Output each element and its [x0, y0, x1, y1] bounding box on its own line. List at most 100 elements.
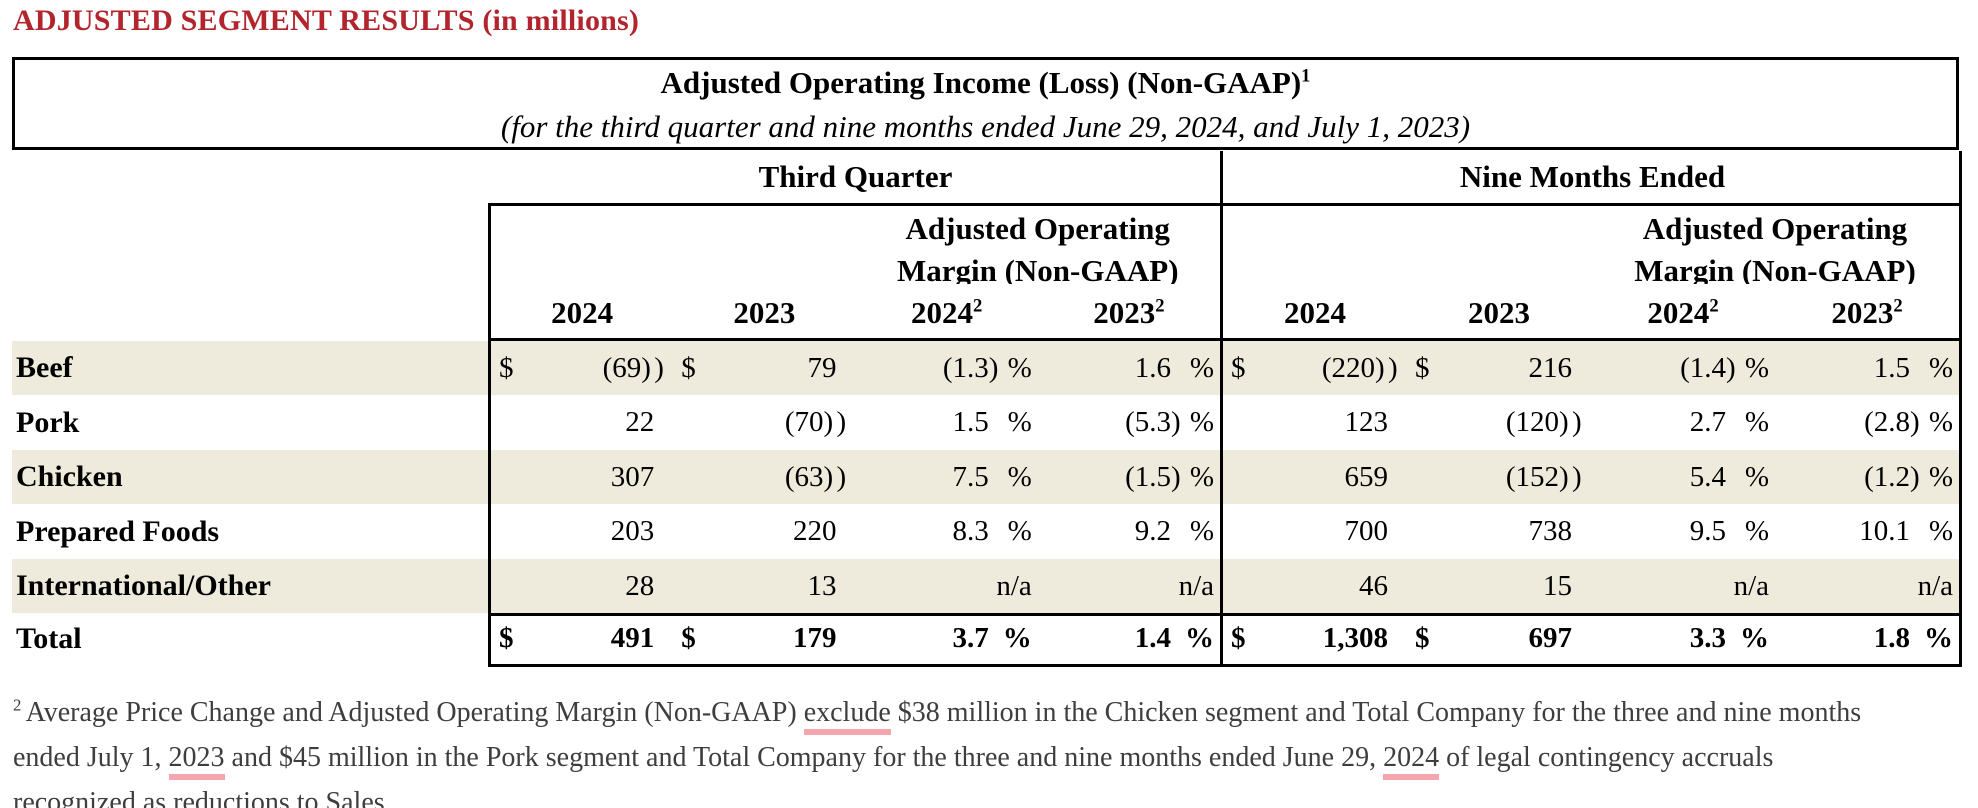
nine-months-cells: $ (220)) $216 (1.4)% 1.5% — [1223, 341, 1959, 395]
percent-sign: % — [1928, 460, 1953, 493]
margin-header-line1: Adjusted Operating — [905, 211, 1170, 246]
amount-value: 697 — [1528, 622, 1573, 654]
value-cell: 700 — [1223, 504, 1407, 559]
amount-value: (152 — [1505, 460, 1559, 493]
table-row: Prepared Foods 203 220 8.3% 9.2% 700 738 9.5% 10… — [12, 504, 1959, 559]
close-paren: ) — [1726, 351, 1736, 384]
value-cell: 1.6% — [1038, 341, 1220, 395]
currency-symbol: $ — [681, 351, 696, 384]
table-row: Chicken 307 (63)) 7.5% (1.5)% 659 (152)) 5.4% (1… — [12, 450, 1959, 504]
percent-sign: % — [1007, 460, 1032, 493]
percent-sign: % — [1007, 406, 1032, 438]
percent-sign: % — [1185, 622, 1214, 654]
subheader-third-quarter: Adjusted Operating Margin (Non-GAAP) 202… — [491, 206, 1220, 338]
year-footnote-marker: 2 — [972, 295, 983, 317]
amount-value: (2.8 — [1864, 406, 1910, 438]
percent-sign: % — [1002, 622, 1032, 654]
percent-sign: % — [1189, 406, 1214, 438]
year-column-header: 20232 — [1775, 292, 1959, 334]
subheader-divider-line — [1220, 206, 1223, 338]
amount-value: 1,308 — [1322, 622, 1388, 654]
third-quarter-cells: $ (69)) $79 (1.3)% 1.6% — [491, 341, 1220, 395]
value-cell: $491 — [491, 613, 673, 664]
amount-value: 3.3 — [1689, 622, 1726, 654]
year-footnote-marker: 2 — [1155, 295, 1165, 317]
footnote-text: recognized as reductions to Sales. — [13, 787, 392, 808]
close-paren: ) — [654, 351, 664, 384]
value-cell: n/a — [1038, 559, 1220, 613]
close-paren: ) — [1559, 460, 1569, 493]
year-column-header: 2023 — [1407, 292, 1591, 334]
value-cell: (5.3)% — [1038, 395, 1220, 450]
close-paren: ) — [1910, 460, 1920, 493]
amount-value: (1.5 — [1125, 460, 1171, 493]
amount-value: 46 — [1359, 569, 1388, 602]
table-row: Total $491 $179 3.7% 1.4% $1,308 $697 3.3% 1.8% — [12, 613, 1959, 664]
value-cell: 1.4% — [1038, 613, 1220, 664]
currency-symbol: $ — [1415, 622, 1430, 654]
value-cell: (2.8)% — [1775, 395, 1959, 450]
year-column-header: 20242 — [1591, 292, 1775, 334]
margin-header: Adjusted Operating Margin (Non-GAAP) — [856, 208, 1221, 284]
close-paren: ) — [823, 406, 834, 438]
close-paren: ) — [641, 351, 651, 384]
amount-value: 307 — [610, 460, 655, 493]
value-cell: 5.4% — [1591, 450, 1775, 504]
subheader-nine-months: Adjusted Operating Margin (Non-GAAP) 202… — [1223, 206, 1959, 338]
currency-symbol: $ — [499, 622, 514, 654]
year-column-header: 2024 — [1223, 292, 1407, 334]
close-paren: ) — [836, 406, 847, 438]
percent-sign: % — [1928, 515, 1953, 547]
amount-value: 491 — [610, 622, 655, 654]
not-applicable-value: n/a — [1733, 569, 1769, 602]
value-cell: 9.2% — [1038, 504, 1220, 559]
value-cell: 1.5% — [1775, 341, 1959, 395]
value-cell: (70)) — [673, 395, 855, 450]
amount-value: 220 — [793, 515, 837, 547]
segment-label: Beef — [16, 351, 73, 384]
third-quarter-cells: $491 $179 3.7% 1.4% — [491, 613, 1220, 664]
body-right-border-line — [1959, 341, 1962, 667]
table-row: Beef $ (69)) $79 (1.3)% 1.6% $ (220)) $216 (1.4)%… — [12, 341, 1959, 395]
year-label: 2023 — [1468, 295, 1530, 330]
close-paren: ) — [1375, 351, 1385, 384]
nine-months-cells: 659 (152)) 5.4% (1.2)% — [1223, 450, 1959, 504]
third-quarter-cells: 203 220 8.3% 9.2% — [491, 504, 1220, 559]
group-header-nine-months: Nine Months Ended — [1459, 159, 1726, 194]
body-divider-line — [1220, 341, 1223, 667]
nine-months-cells: 46 15 n/a n/a — [1223, 559, 1959, 613]
amount-value: (1.3 — [942, 351, 989, 384]
amount-value: (220 — [1321, 351, 1375, 384]
amount-value: (1.2 — [1864, 460, 1910, 493]
footnote-highlighted-word: 2023 — [168, 742, 225, 780]
footnote-line: 2 Average Price Change and Adjusted Oper… — [13, 690, 1963, 735]
percent-sign: % — [1924, 622, 1953, 654]
value-cell: 28 — [491, 559, 673, 613]
segment-label: Prepared Foods — [16, 514, 220, 548]
value-cell: 2.7% — [1591, 395, 1775, 450]
percent-sign: % — [1007, 351, 1032, 384]
amount-value: 203 — [610, 515, 655, 547]
footnote: 2 Average Price Change and Adjusted Oper… — [13, 690, 1963, 808]
value-cell: 220 — [673, 504, 855, 559]
amount-value: 2.7 — [1689, 406, 1726, 438]
value-cell: 46 — [1223, 559, 1407, 613]
margin-header-line1: Adjusted Operating — [1642, 211, 1908, 246]
margin-header: Adjusted Operating Margin (Non-GAAP) — [1591, 208, 1959, 284]
year-header-row: 2024 2023 20242 20232 — [1223, 292, 1959, 334]
close-paren: ) — [1171, 460, 1181, 493]
value-cell: 3.3% — [1591, 613, 1775, 664]
year-label: 2023 — [1831, 295, 1894, 330]
value-cell: 659 — [1223, 450, 1407, 504]
value-cell: $ (69)) — [491, 341, 673, 395]
amount-value: 1.8 — [1873, 622, 1910, 654]
year-column-header: 20232 — [1038, 292, 1220, 334]
value-cell: $216 — [1407, 341, 1591, 395]
segment-label: Total — [16, 621, 82, 655]
close-paren: ) — [1388, 351, 1398, 384]
value-cell: 738 — [1407, 504, 1591, 559]
value-cell: n/a — [1591, 559, 1775, 613]
subheader-box: Adjusted Operating Margin (Non-GAAP) 202… — [488, 203, 1962, 341]
third-quarter-cells: 22 (70)) 1.5% (5.3)% — [491, 395, 1220, 450]
table-header-box: Adjusted Operating Income (Loss) (Non-GA… — [12, 57, 1959, 150]
